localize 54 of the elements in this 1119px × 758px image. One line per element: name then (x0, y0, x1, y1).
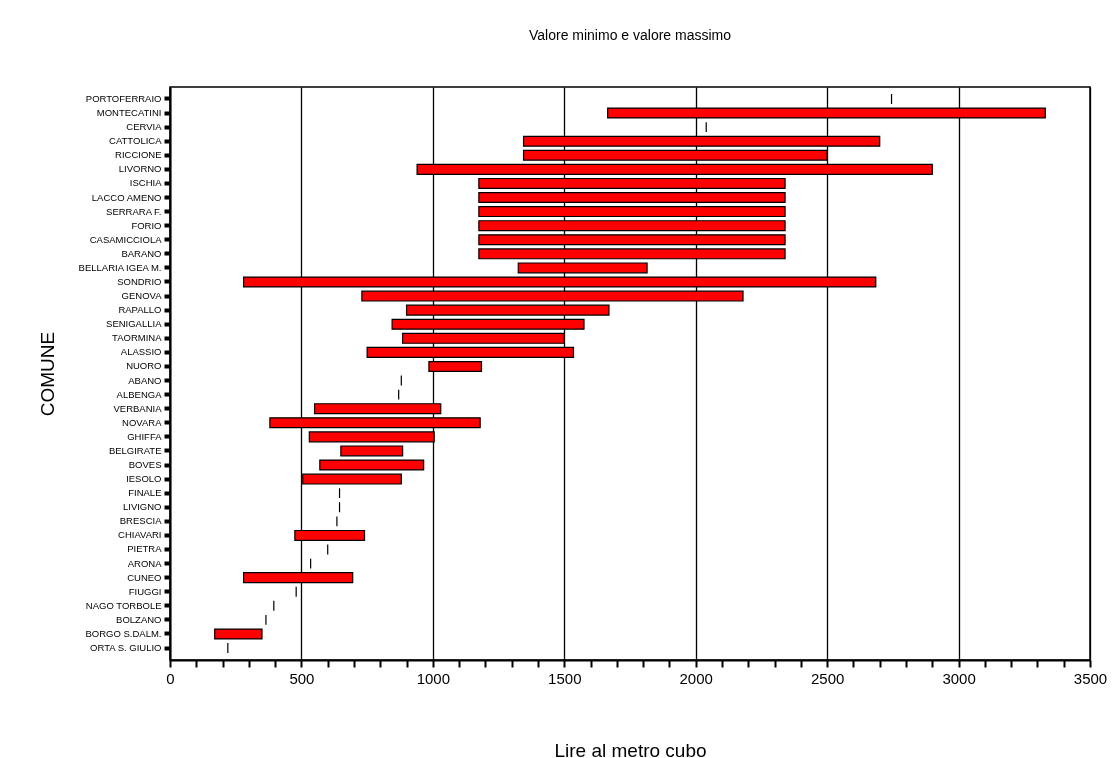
x-tick-label: 3000 (942, 669, 976, 687)
bar (319, 459, 425, 471)
y-tick-label: NOVARA (122, 416, 163, 428)
y-tick-label: BOLZANO (116, 613, 162, 625)
y-tick-label: MONTECATINI (96, 107, 162, 119)
y-tick-label: PORTOFERRAIO (85, 92, 162, 104)
y-tick-label: LIVIGNO (122, 501, 162, 513)
y-tick-label: SONDRIO (117, 275, 162, 287)
bar (214, 628, 263, 640)
y-tick-label: GHIFFA (127, 430, 163, 442)
y-tick-label: BOVES (128, 459, 162, 471)
y-tick-label: TAORMINA (112, 332, 163, 344)
y-axis-title: COMUNE (36, 331, 58, 417)
y-tick-label: SERRARA F. (106, 205, 162, 217)
y-tick-label: CATTOLICA (109, 135, 163, 147)
x-tick-label: 1000 (416, 669, 451, 687)
y-tick-label: VERBANIA (113, 402, 163, 414)
y-tick-label: FIUGGI (128, 585, 162, 597)
y-tick-label: PIETRA (127, 543, 163, 555)
y-tick-label: FORIO (131, 219, 162, 231)
y-tick-label: CASAMICCIOLA (89, 233, 163, 245)
chart-title: Valore minimo e valore massimo (528, 27, 732, 43)
y-tick-label: BELLARIA IGEA M. (78, 261, 162, 273)
x-tick-label: 0 (166, 669, 175, 687)
y-tick-label: NUORO (126, 360, 162, 372)
y-tick-label: IESOLO (126, 473, 162, 485)
y-tick-label: LIVORNO (118, 163, 162, 175)
y-tick-label: GENOVA (121, 290, 163, 302)
y-tick-label: FINALE (128, 487, 162, 499)
y-tick-label: BELGIRATE (108, 444, 162, 456)
y-tick-label: ORTA S. GIULIO (90, 642, 162, 654)
y-tick-label: RICCIONE (115, 149, 162, 161)
y-tick-label: ALASSIO (120, 346, 162, 358)
x-tick-label: 1500 (548, 669, 582, 687)
x-tick-label: 2500 (810, 669, 845, 687)
y-tick-label: RAPALLO (118, 304, 162, 316)
x-tick-label: 3500 (1073, 669, 1108, 687)
x-axis-title: Lire al metro cubo (554, 739, 707, 758)
y-tick-label: LACCO AMENO (91, 191, 162, 203)
y-tick-label: CERVIA (126, 121, 163, 133)
y-tick-label: SENIGALLIA (106, 318, 163, 330)
x-tick-label: 500 (289, 669, 315, 687)
x-tick-label: 2000 (679, 669, 713, 687)
y-tick-label: BRESCIA (119, 515, 163, 527)
y-tick-label: CHIAVARI (118, 529, 162, 541)
y-tick-label: ARONA (127, 557, 163, 569)
y-tick-label: ISCHIA (129, 177, 163, 189)
y-tick-label: CUNEO (127, 571, 162, 583)
y-tick-label: ALBENGA (116, 388, 163, 400)
y-tick-label: BORGO S.DALM. (85, 627, 162, 639)
y-tick-label: ABANO (128, 374, 162, 386)
y-tick-label: BARANO (121, 247, 162, 259)
bar (340, 445, 404, 457)
y-tick-label: NAGO TORBOLE (85, 599, 162, 611)
